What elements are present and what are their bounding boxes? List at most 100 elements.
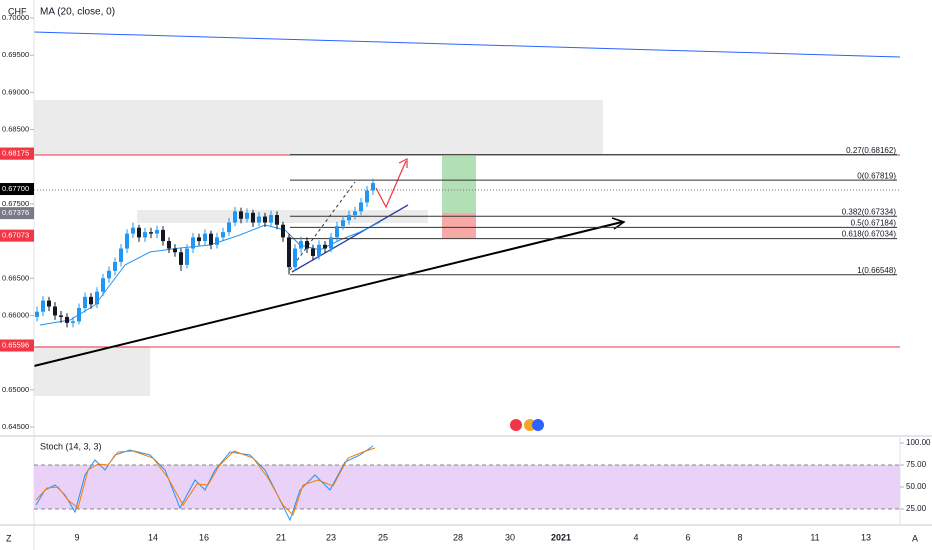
candle-body [353,211,357,216]
candle-body [179,252,183,265]
candle-body [329,237,333,249]
price-badge [0,147,34,160]
candle-body [317,244,321,256]
price-label: 0.68500 [2,125,29,134]
candle-body [83,296,87,309]
zone [34,100,603,155]
dashed-line [289,181,356,271]
date-label: 14 [148,532,158,542]
price-label: 0.66000 [2,310,29,319]
candle-body [287,237,291,268]
candle-body [53,306,57,316]
footer-left[interactable]: Z [6,533,12,543]
stop-box [442,213,476,238]
arrow-head [611,217,626,230]
stoch-band [34,465,900,509]
candle-body [293,248,297,268]
candle-body [227,222,231,233]
price-badge [0,207,34,220]
stoch-axis-label: 75.00 [906,460,927,469]
stoch-axis-label: 100.00 [906,438,931,447]
arrow-line [33,221,623,367]
price-badge [0,339,34,352]
candle-body [89,296,93,305]
event-icon [532,419,544,431]
candle-body [143,232,147,238]
projection-arrow [375,158,408,209]
candle-body [95,291,99,305]
candle-body [149,232,153,234]
candle-body [359,202,363,212]
fib-label: 0.382(0.67334) [842,207,897,216]
candle-body [233,211,237,223]
stoch-d [35,447,376,516]
price-badge [0,183,34,196]
fib-group: 0.27(0.68162) 0(0.67819) 0.382(0.67334) 0.5… [290,146,897,276]
price-label: 0.64500 [2,422,29,431]
candle-body [155,229,159,234]
candle-body [203,233,207,242]
price-label: 0.66500 [2,273,29,282]
price-label: 0.69500 [2,50,29,59]
stoch-axis-label: 50.00 [906,482,927,491]
candle-body [65,316,69,323]
date-label: 28 [453,532,463,542]
candle-body [41,300,45,312]
price-label: 0.67500 [2,199,29,208]
candle-body [77,308,81,322]
candle-body [47,300,51,307]
fib-label: 0.5(0.67184) [851,219,897,228]
candle-body [119,248,123,262]
candle-body [371,183,375,191]
price-label: 0.69000 [2,87,29,96]
candle-body [335,226,339,238]
candle-body [185,248,189,265]
trend-line [33,31,901,58]
price-label: 0.65596 [2,340,29,349]
target-box [442,156,476,213]
footer-right[interactable]: A [912,533,918,543]
candle-body [173,248,177,253]
price-label: 0.65000 [2,385,29,394]
candle-body [263,216,267,223]
fib-label: 0.27(0.68162) [846,146,896,155]
candle-body [257,216,261,223]
candle-body [341,220,345,227]
symbol: CHF [8,6,27,16]
candle-body [191,237,195,249]
candle-body [101,278,105,292]
candle-body [125,233,129,249]
date-label: 6 [685,532,690,542]
candle-body [275,215,279,225]
price-label: 0.68175 [2,149,29,158]
candle-body [107,270,111,279]
candle-body [311,248,315,256]
candle-body [365,190,369,203]
candle-body [59,315,63,317]
date-label: 25 [378,532,388,542]
price-badge [0,229,34,242]
fib-label: 0(0.67819) [857,171,896,180]
stoch-axis-label: 25.00 [906,504,927,513]
candle-body [35,311,39,317]
price-label: 0.70000 [2,13,29,22]
candle-body [209,233,213,245]
candle-body [299,241,303,249]
candle-body [239,211,243,219]
candle-body [269,215,273,223]
candle-body [305,241,309,249]
candle-body [137,227,141,238]
price-label: 0.67700 [2,184,29,193]
date-label: 4 [633,532,638,542]
candle-body [71,321,75,323]
candle-body [215,237,219,245]
candle-body [245,212,249,219]
date-label: 23 [326,532,336,542]
candle-body [347,215,351,221]
date-label: 16 [199,532,209,542]
zone [34,346,150,396]
fib-label: 1(0.66548) [857,266,896,275]
candle-body [323,244,327,249]
